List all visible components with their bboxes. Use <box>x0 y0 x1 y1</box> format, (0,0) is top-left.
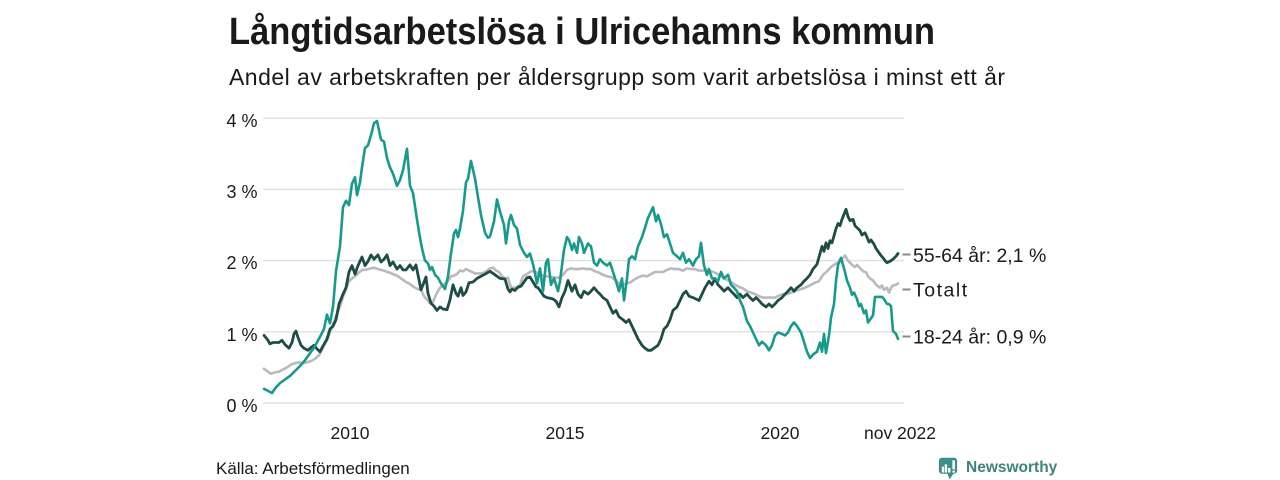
svg-text:Andel av arbetskraften per åld: Andel av arbetskraften per åldersgrupp s… <box>229 64 1005 90</box>
svg-text:0 %: 0 % <box>226 396 257 416</box>
svg-text:2 %: 2 % <box>226 253 257 273</box>
svg-text:Källa: Arbetsförmedlingen: Källa: Arbetsförmedlingen <box>216 459 410 478</box>
svg-text:2020: 2020 <box>761 423 800 443</box>
svg-text:18-24 år: 0,9 %: 18-24 år: 0,9 % <box>913 327 1046 349</box>
svg-text:2015: 2015 <box>546 423 585 443</box>
svg-text:Newsworthy: Newsworthy <box>966 459 1058 476</box>
svg-text:4 %: 4 % <box>226 111 257 131</box>
svg-text:55-64 år: 2,1 %: 55-64 år: 2,1 % <box>913 245 1046 267</box>
svg-text:nov 2022: nov 2022 <box>864 423 936 443</box>
svg-text:Långtidsarbetslösa i Ulriceham: Långtidsarbetslösa i Ulricehamns kommun <box>229 11 935 53</box>
svg-text:2010: 2010 <box>331 423 370 443</box>
svg-text:1 %: 1 % <box>226 325 257 345</box>
svg-text:3 %: 3 % <box>226 182 257 202</box>
svg-text:Totalt: Totalt <box>913 280 969 302</box>
